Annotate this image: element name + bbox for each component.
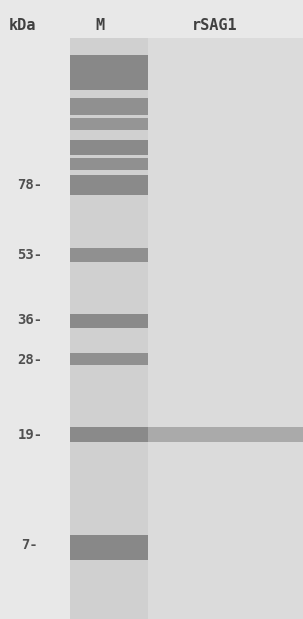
Bar	[70, 353, 148, 365]
Bar	[70, 55, 148, 90]
Text: 28-: 28-	[18, 353, 42, 367]
Bar	[70, 118, 148, 130]
Bar	[70, 248, 148, 262]
Text: kDa: kDa	[8, 18, 36, 33]
Text: M: M	[95, 18, 105, 33]
Bar	[70, 98, 148, 115]
Bar	[70, 38, 148, 619]
Text: rSAG1: rSAG1	[192, 18, 238, 33]
Bar	[148, 38, 303, 619]
Text: 53-: 53-	[18, 248, 42, 262]
Bar	[148, 427, 303, 442]
Bar	[70, 140, 148, 155]
Text: 19-: 19-	[18, 428, 42, 442]
Bar	[70, 535, 148, 560]
Bar	[70, 314, 148, 328]
Bar	[70, 175, 148, 195]
Bar	[70, 158, 148, 170]
Text: 78-: 78-	[18, 178, 42, 192]
Text: 36-: 36-	[18, 313, 42, 327]
Text: 7-: 7-	[22, 538, 38, 552]
Bar	[70, 427, 148, 442]
